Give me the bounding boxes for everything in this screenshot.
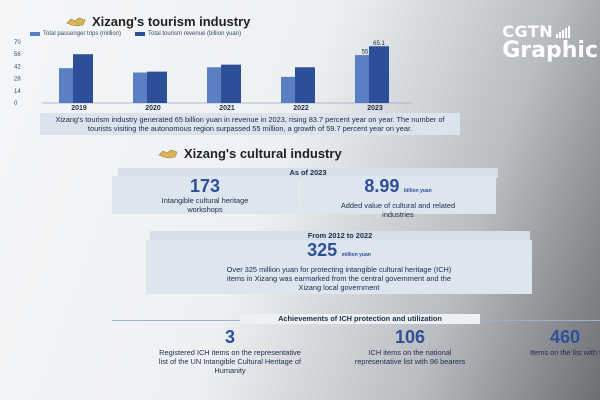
period-band: From 2012 to 2022 [150,231,530,241]
culture-title-text: Xizang's cultural industry [184,146,342,161]
bar-revenue [73,54,93,103]
logo-line1: CGTN [502,22,554,41]
workshops-card: 173 Intangible cultural heritage worksho… [112,176,298,214]
un-value: 3 [224,327,235,347]
national-text: ICH items on the national representative… [354,348,466,366]
y-tick-label: 28 [14,77,21,83]
x-tick-label: 2023 [367,105,383,112]
funding-row: 325 million yuan [146,240,532,265]
regional-text: Items on the list with 5 [530,348,600,357]
y-tick-label: 0 [14,101,18,107]
logo-top-row: CGTN [502,22,598,41]
workshops-value: 173 [189,176,221,196]
x-tick-label: 2020 [145,105,161,112]
bar-revenue [295,67,315,103]
national-value: 106 [394,327,426,347]
chart-legend: Total passenger trips (million) Total to… [30,31,241,37]
as-of-band: As of 2023 [118,168,498,178]
un-text: Registered ICH items on the representati… [158,348,302,375]
added-value: 8.99 [364,176,400,196]
bar-revenue [221,64,241,103]
funding-text: Over 325 million yuan for protecting int… [226,265,452,292]
y-tick-label: 56 [14,52,21,58]
achievements-band: Achievements of ICH protection and utili… [240,314,480,324]
achievements-label: Achievements of ICH protection and utili… [278,314,442,323]
funding-value: 325 [307,240,338,260]
data-label: 65.1 [373,41,385,47]
y-tick-label: 42 [14,64,21,70]
added-value-unit: billion yuan [403,188,432,194]
regional-card: 460 Items on the list with 5 [520,326,600,400]
x-tick-label: 2021 [219,105,235,112]
funding-card: 325 million yuan Over 325 million yuan f… [146,240,532,294]
added-value-card: 8.99 billion yuan Added value of cultura… [300,176,496,219]
bar-revenue [147,71,167,103]
as-of-label: As of 2023 [289,168,327,177]
y-tick-label: 14 [14,89,21,95]
un-card: 3 Registered ICH items on the representa… [150,326,310,400]
national-card: 106 ICH items on the national representa… [330,326,490,400]
bar-chart-icon [556,25,571,38]
legend-label-trips: Total passenger trips (million) [43,31,122,37]
legend-swatch-revenue [135,32,146,36]
tourism-caption: Xizang's tourism industry generated 65 b… [40,113,460,135]
funding-unit: million yuan [341,252,371,258]
x-tick-label: 2022 [293,105,309,112]
tourism-title-text: Xizang's tourism industry [92,14,251,29]
bar-revenue [369,46,389,103]
legend-swatch-trips [30,32,40,36]
data-label: 55 [362,50,369,56]
map-icon [66,17,86,26]
cgtn-logo: CGTN Graphic [502,22,598,63]
workshops-text: Intangible cultural heritage workshops [161,196,249,214]
added-value-text: Added value of cultural and related indu… [340,201,456,219]
tourism-title: Xizang's tourism industry [66,14,250,29]
legend-item-trips: Total passenger trips (million) [30,31,121,37]
legend-item-revenue: Total tourism revenue (billion yuan) [135,31,241,37]
x-tick-label: 2019 [71,105,87,112]
regional-value: 460 [550,327,581,347]
culture-title: Xizang's cultural industry [158,146,342,161]
added-value-row: 8.99 billion yuan [300,176,496,201]
legend-label-revenue: Total tourism revenue (billion yuan) [148,31,242,37]
y-tick-label: 70 [14,40,21,46]
logo-line2: Graphic [502,38,598,63]
period-label: From 2012 to 2022 [307,231,373,240]
map-icon [158,149,178,158]
